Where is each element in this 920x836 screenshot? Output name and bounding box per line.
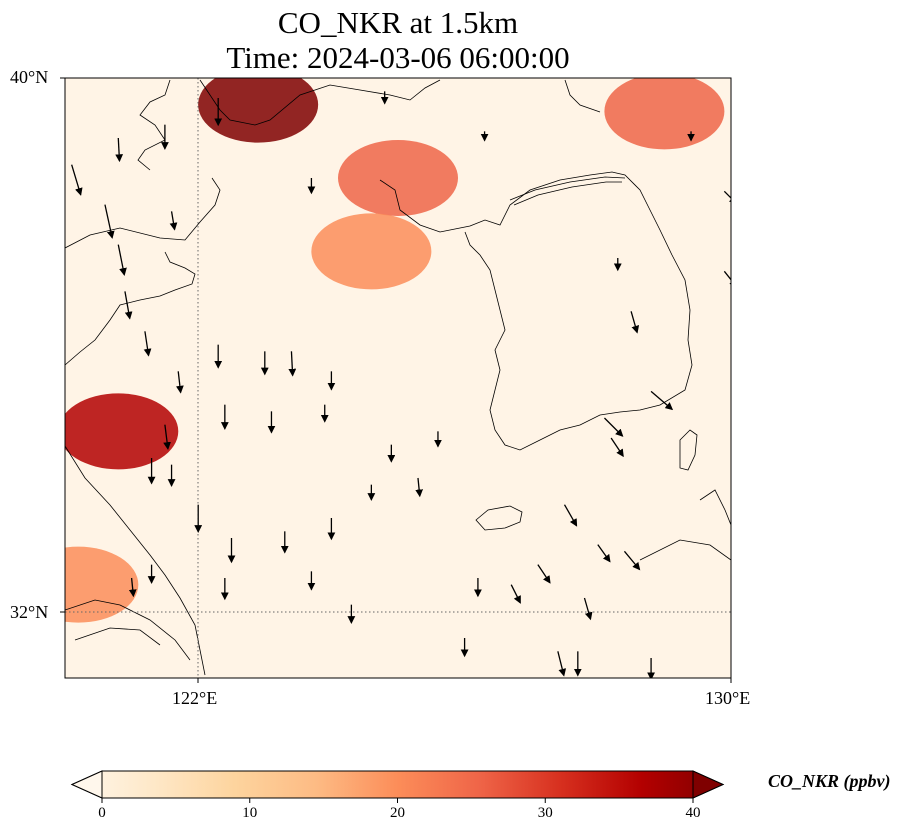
wind-vector (288, 351, 297, 377)
colorbar (70, 770, 725, 803)
colorbar-tick-label: 30 (537, 805, 553, 821)
wind-vector (124, 291, 133, 320)
colorbar-min-extend (70, 770, 103, 799)
wind-vector (115, 137, 124, 163)
wind-vector (604, 417, 624, 437)
field-north-china-plume (198, 78, 319, 143)
wind-vector (415, 477, 424, 498)
wind-vector (143, 331, 152, 357)
colorbar-tick-label: 20 (390, 805, 405, 821)
wind-vector (723, 190, 731, 205)
colorbar-tick-label: 40 (685, 805, 701, 821)
lon-label-122e: 122°E (172, 688, 218, 708)
wind-vector (104, 204, 115, 239)
colorbar-body (70, 770, 725, 799)
map-time-subtitle: Time: 2024-03-06 06:00:00 (226, 40, 570, 75)
lat-label-40n: 40°N (10, 67, 49, 87)
wind-vector (723, 270, 731, 288)
wind-vector (650, 390, 674, 411)
wind-vector (510, 584, 521, 604)
wind-vector (117, 244, 127, 276)
map-title: CO_NKR at 1.5km (277, 5, 519, 40)
wind-vector (128, 577, 137, 598)
wind-vectors (71, 91, 731, 678)
field-shandong-coast (338, 140, 458, 216)
wind-vector (563, 504, 578, 527)
colorbar-tick-label: 0 (98, 805, 106, 821)
wind-vector (630, 311, 640, 334)
colorbar-tick-label: 10 (242, 805, 258, 821)
wind-vector (557, 651, 567, 677)
colorbar-max-extend (692, 770, 725, 799)
colorbar-label: CO_NKR (ppbv) (768, 771, 891, 791)
field-yangtze-mouth (65, 546, 139, 623)
wind-vector (623, 550, 641, 571)
coastlines (65, 79, 731, 676)
wind-vector (163, 424, 171, 450)
wind-vector (537, 564, 551, 584)
field-jiangsu-plume (65, 393, 179, 470)
lat-label-32n: 32°N (10, 602, 49, 622)
field-yellow-sea-band (311, 213, 432, 290)
wind-vector (169, 211, 178, 231)
map-frame (64, 77, 732, 679)
graticule (65, 78, 731, 678)
wind-vector (583, 597, 593, 621)
lon-label-130e: 130°E (705, 688, 751, 708)
field-liaodong-east (604, 78, 725, 150)
concentration-field (65, 78, 725, 623)
wind-vector (597, 544, 611, 563)
wind-vector (176, 371, 184, 394)
wind-vector (610, 437, 624, 458)
wind-vector (71, 164, 83, 196)
